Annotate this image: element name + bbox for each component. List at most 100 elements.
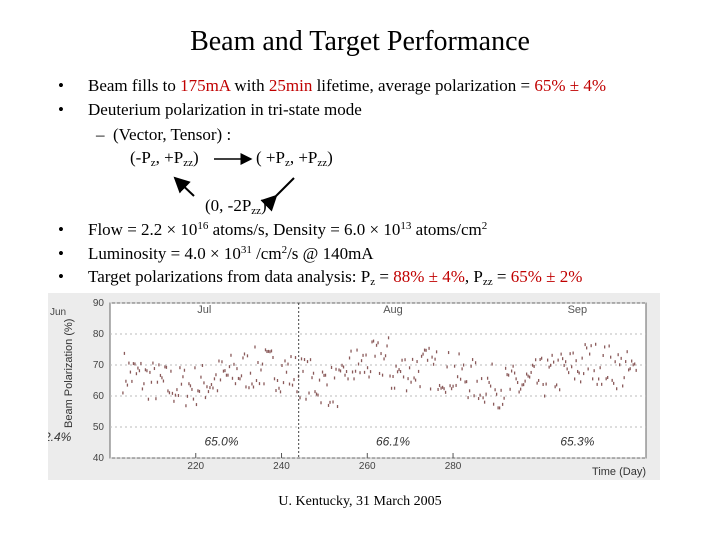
data-point: [581, 356, 583, 360]
data-point: [477, 397, 480, 401]
data-point: [330, 366, 333, 370]
data-point: [273, 377, 276, 381]
data-point: [432, 362, 435, 366]
data-point: [123, 351, 126, 355]
data-point: [479, 393, 481, 397]
data-point: [377, 341, 379, 345]
data-point: [228, 365, 231, 369]
data-point: [215, 373, 217, 377]
data-point: [329, 400, 331, 404]
data-point: [186, 394, 189, 398]
bullet-flow-density: • Flow = 2.2 × 1016 atoms/s, Density = 6.…: [58, 220, 488, 239]
data-point: [137, 366, 139, 370]
data-point: [598, 377, 600, 381]
data-point: [306, 360, 309, 364]
data-point: [605, 377, 607, 381]
data-point: [459, 377, 462, 381]
data-point: [177, 394, 180, 398]
data-point: [126, 383, 129, 387]
data-point: [534, 358, 537, 362]
data-point: [536, 381, 538, 385]
data-point: [503, 396, 505, 400]
data-point: [282, 381, 285, 385]
data-point: [188, 382, 190, 386]
data-point: [583, 372, 585, 376]
data-point: [341, 363, 343, 367]
data-point: [488, 380, 490, 384]
data-point: [617, 353, 619, 357]
data-point: [342, 365, 345, 369]
data-point: [149, 370, 151, 374]
data-point: [483, 400, 486, 404]
data-point: [257, 361, 259, 365]
x-tick-label: 220: [187, 461, 204, 472]
data-point: [414, 378, 417, 382]
data-point: [631, 359, 633, 363]
data-point: [602, 354, 604, 358]
data-point: [485, 392, 487, 396]
data-point: [146, 369, 148, 373]
data-point: [440, 386, 442, 390]
data-point: [465, 380, 468, 384]
data-point: [468, 389, 471, 393]
data-point: [168, 391, 171, 395]
data-point: [580, 380, 582, 384]
data-point: [378, 371, 381, 375]
data-point: [192, 397, 195, 401]
data-point: [335, 367, 337, 371]
data-point: [416, 360, 418, 364]
data-point: [524, 379, 526, 383]
data-point: [246, 354, 249, 358]
data-point: [239, 377, 241, 381]
data-point: [515, 377, 517, 381]
data-point: [275, 389, 277, 393]
data-point: [506, 373, 508, 377]
month-labels: Jul Aug Sep: [197, 304, 587, 316]
data-point: [243, 352, 246, 356]
data-point: [372, 339, 375, 343]
data-points: [122, 336, 637, 410]
data-point: [347, 377, 349, 381]
data-point: [402, 375, 405, 379]
data-point: [236, 367, 238, 371]
data-point: [266, 350, 268, 354]
data-point: [279, 390, 282, 394]
y-tick-label: 40: [93, 453, 105, 464]
data-point: [203, 381, 205, 385]
data-point: [525, 372, 528, 376]
data-point: [629, 367, 631, 371]
data-point: [452, 384, 454, 388]
data-point: [560, 352, 562, 356]
data-point: [132, 362, 135, 366]
grid-lines: [110, 302, 646, 459]
data-point: [398, 368, 400, 372]
data-point: [456, 375, 459, 379]
data-point: [318, 378, 321, 382]
data-point: [359, 371, 361, 375]
data-point: [351, 370, 354, 374]
data-point: [164, 365, 166, 369]
data-point: [386, 344, 388, 348]
data-point: [252, 385, 255, 389]
data-point: [500, 388, 502, 392]
data-point: [589, 352, 591, 356]
data-point: [476, 379, 478, 383]
data-point: [383, 357, 385, 361]
month-label: Aug: [383, 304, 403, 316]
data-point: [486, 376, 489, 380]
data-point: [198, 389, 201, 393]
data-point: [491, 362, 493, 366]
data-point: [339, 369, 342, 373]
data-point: [392, 375, 394, 379]
data-point: [551, 353, 553, 357]
data-point: [327, 403, 330, 407]
data-point: [569, 352, 571, 356]
data-point: [369, 370, 372, 374]
data-point: [494, 388, 496, 392]
data-point: [344, 373, 346, 377]
data-point: [607, 375, 609, 379]
data-point: [464, 380, 466, 384]
data-point: [254, 345, 256, 349]
beam-current: 175mA: [180, 76, 231, 95]
data-point: [245, 385, 247, 389]
